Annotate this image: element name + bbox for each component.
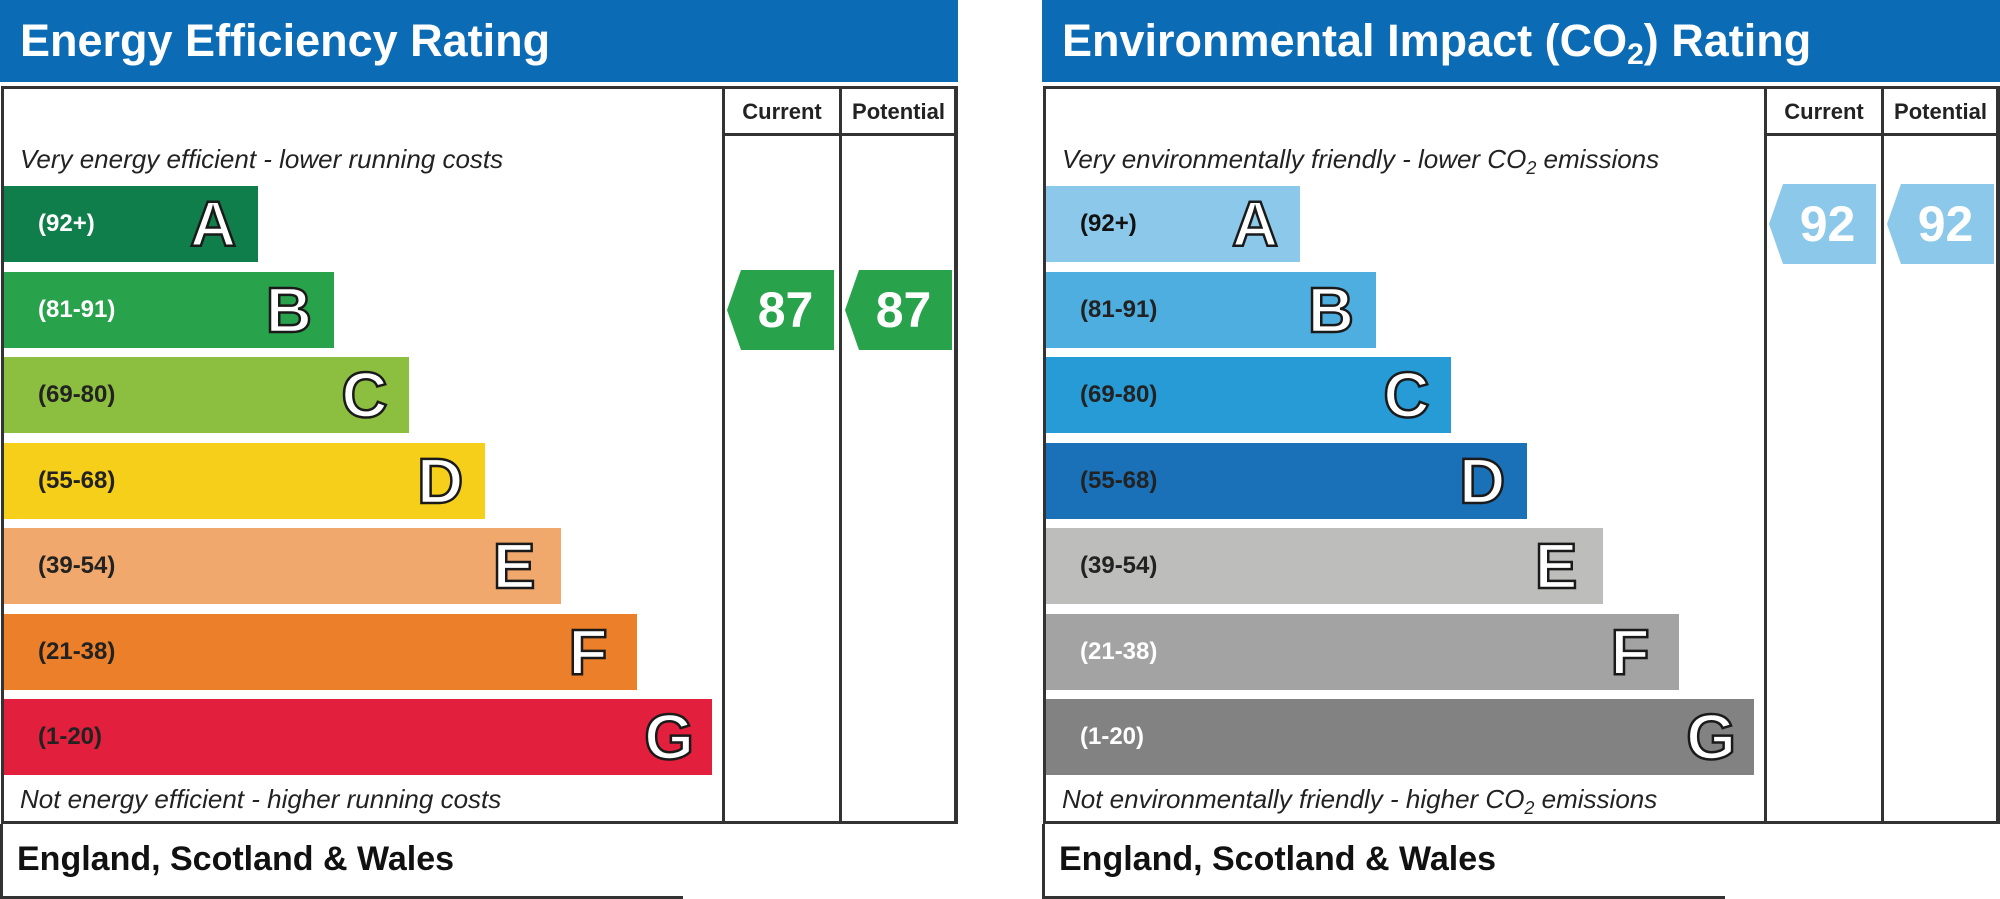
rating-band-c: (69-80) C (4, 357, 410, 433)
rating-band-d: (55-68) D (1046, 442, 1528, 519)
rating-band-a: (92+) A (1046, 186, 1300, 262)
title-part: Environmental Impact (CO (1062, 15, 1628, 66)
divider (722, 86, 725, 824)
caption-part: emissions (1536, 144, 1660, 174)
divider (1881, 86, 1884, 824)
current-rating-value: 92 (1799, 196, 1856, 252)
divider (1045, 896, 1725, 899)
divider (955, 86, 958, 824)
rating-band-f: (21-38) F (1046, 613, 1679, 690)
band-letter: A (1231, 187, 1280, 262)
band-letter: F (567, 614, 609, 689)
bottom-caption: Not environmentally friendly - higher CO… (1062, 784, 1657, 819)
bottom-caption: Not energy efficient - higher running co… (20, 784, 502, 814)
column-header-potential: Potential (1894, 99, 1987, 124)
rating-band-e: (39-54) E (1046, 528, 1603, 604)
region-label: England, Scotland & Wales (17, 840, 455, 878)
band-letter: G (1685, 700, 1737, 775)
divider (3, 896, 683, 899)
current-rating-arrow: 92 (1769, 184, 1876, 264)
title-part: ) Rating (1643, 15, 1812, 66)
title-subscript: 2 (1627, 38, 1644, 71)
region-footer: England, Scotland & Wales (1042, 824, 1725, 899)
potential-rating-arrow: 92 (1887, 184, 1994, 264)
band-letter: F (1609, 614, 1651, 689)
rating-band-b: (81-91) B (4, 271, 334, 348)
energy-efficiency-panel: Energy Efficiency Rating Current Potenti… (0, 0, 960, 899)
chart-title: Environmental Impact (CO2) Rating (1042, 0, 2000, 82)
rating-band-d: (55-68) D (4, 442, 486, 519)
top-caption: Very environmentally friendly - lower CO… (1062, 144, 1659, 179)
environmental-impact-panel: Environmental Impact (CO2) Rating Curren… (1042, 0, 2000, 899)
caption-part: Not environmentally friendly - higher CO (1062, 784, 1525, 814)
rating-band-e: (39-54) E (4, 528, 561, 604)
current-rating-arrow: 87 (727, 269, 834, 350)
region-footer: England, Scotland & Wales (0, 824, 683, 899)
band-letter: B (1306, 272, 1355, 347)
column-header-current: Current (742, 99, 822, 124)
caption-subscript: 2 (1526, 158, 1537, 179)
divider (1764, 86, 1767, 824)
rating-band-g: (1-20) G (4, 699, 713, 775)
rating-band-c: (69-80) C (1046, 357, 1452, 433)
band-range-label: (21-38) (38, 637, 116, 665)
band-letter: E (1534, 529, 1579, 604)
band-range-label: (39-54) (38, 552, 116, 579)
caption-part: Very environmentally friendly - lower CO (1062, 144, 1527, 174)
band-letter: B (264, 272, 313, 347)
band-range-label: (21-38) (1080, 637, 1158, 665)
chart-title: Energy Efficiency Rating (0, 0, 958, 82)
divider (1997, 86, 2000, 824)
top-caption: Very energy efficient - lower running co… (20, 144, 504, 174)
band-letter: G (643, 700, 695, 775)
rating-band-b: (81-91) B (1046, 271, 1376, 348)
band-range-label: (69-80) (38, 381, 116, 408)
band-letter: C (1382, 358, 1431, 433)
potential-rating-value: 92 (1917, 196, 1974, 252)
band-letter: D (416, 443, 465, 518)
band-range-label: (81-91) (38, 295, 116, 323)
column-header-current: Current (1784, 99, 1864, 124)
band-range-label: (39-54) (1080, 552, 1158, 579)
rating-band-g: (1-20) G (1046, 699, 1755, 775)
band-letter: E (492, 529, 537, 604)
band-letter: C (340, 358, 389, 433)
band-letter: A (189, 187, 238, 262)
divider (1765, 133, 1999, 136)
potential-rating-arrow: 87 (845, 269, 952, 350)
column-header-potential: Potential (852, 99, 945, 124)
divider (839, 86, 842, 824)
band-range-label: (81-91) (1080, 295, 1158, 323)
rating-band-f: (21-38) F (4, 613, 637, 690)
band-range-label: (69-80) (1080, 381, 1158, 408)
band-range-label: (55-68) (1080, 466, 1158, 494)
rating-band-a: (92+) A (4, 186, 258, 262)
caption-subscript: 2 (1524, 798, 1535, 819)
current-rating-value: 87 (757, 281, 814, 338)
band-range-label: (1-20) (1080, 723, 1145, 750)
potential-rating-value: 87 (875, 281, 932, 338)
caption-part: emissions (1534, 784, 1658, 814)
band-letter: D (1458, 443, 1507, 518)
band-range-label: (92+) (38, 210, 95, 237)
band-range-label: (1-20) (38, 723, 103, 750)
divider (723, 133, 957, 136)
region-label: England, Scotland & Wales (1059, 840, 1497, 878)
band-range-label: (55-68) (38, 466, 116, 494)
band-range-label: (92+) (1080, 210, 1137, 237)
